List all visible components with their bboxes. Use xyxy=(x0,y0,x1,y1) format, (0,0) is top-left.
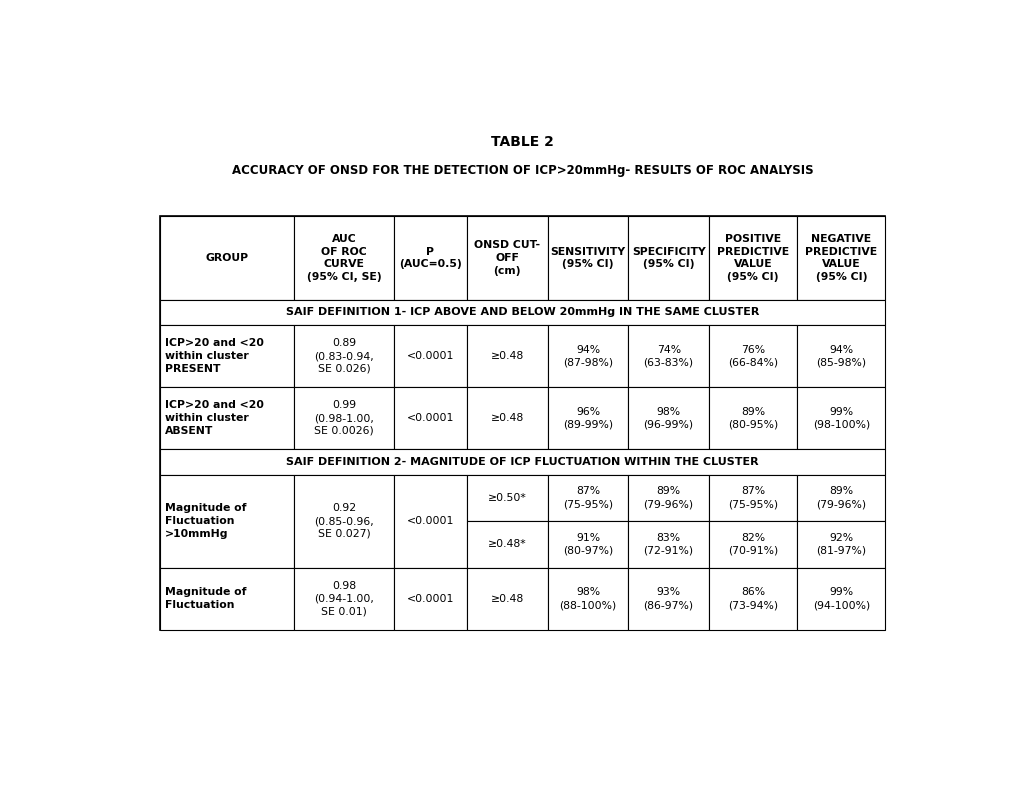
Text: 86%
(73-94%): 86% (73-94%) xyxy=(728,587,777,610)
Bar xyxy=(160,449,884,474)
Bar xyxy=(294,216,393,299)
Bar xyxy=(797,325,884,387)
Bar xyxy=(160,216,294,299)
Bar xyxy=(547,521,628,567)
Bar xyxy=(797,567,884,630)
Text: SPECIFICITY
(95% CI): SPECIFICITY (95% CI) xyxy=(631,247,705,269)
Bar xyxy=(708,521,797,567)
Text: 91%
(80-97%): 91% (80-97%) xyxy=(562,533,612,556)
Bar xyxy=(547,325,628,387)
Text: P
(AUC=0.5): P (AUC=0.5) xyxy=(398,247,462,269)
Text: 0.98
(0.94-1.00,
SE 0.01): 0.98 (0.94-1.00, SE 0.01) xyxy=(314,581,374,616)
Bar xyxy=(628,521,708,567)
Text: SAIF DEFINITION 1- ICP ABOVE AND BELOW 20mmHg IN THE SAME CLUSTER: SAIF DEFINITION 1- ICP ABOVE AND BELOW 2… xyxy=(285,307,759,318)
Text: ≥0.48: ≥0.48 xyxy=(490,593,524,604)
Text: 82%
(70-91%): 82% (70-91%) xyxy=(728,533,777,556)
Text: 89%
(79-96%): 89% (79-96%) xyxy=(815,486,865,509)
Bar xyxy=(393,325,467,387)
Text: 99%
(98-100%): 99% (98-100%) xyxy=(812,407,869,429)
Text: 94%
(87-98%): 94% (87-98%) xyxy=(562,344,612,367)
Text: SENSITIVITY
(95% CI): SENSITIVITY (95% CI) xyxy=(550,247,625,269)
Bar xyxy=(628,325,708,387)
Bar xyxy=(628,567,708,630)
Text: ICP>20 and <20
within cluster
PRESENT: ICP>20 and <20 within cluster PRESENT xyxy=(164,338,263,374)
Text: 99%
(94-100%): 99% (94-100%) xyxy=(812,587,869,610)
Text: POSITIVE
PREDICTIVE
VALUE
(95% CI): POSITIVE PREDICTIVE VALUE (95% CI) xyxy=(716,234,789,282)
Bar xyxy=(797,216,884,299)
Text: ONSD CUT-
OFF
(cm): ONSD CUT- OFF (cm) xyxy=(474,240,540,276)
Bar xyxy=(467,567,547,630)
Bar xyxy=(628,474,708,521)
Bar xyxy=(797,474,884,521)
Bar xyxy=(708,325,797,387)
Bar xyxy=(160,474,294,567)
Text: 0.99
(0.98-1.00,
SE 0.0026): 0.99 (0.98-1.00, SE 0.0026) xyxy=(314,400,374,436)
Text: <0.0001: <0.0001 xyxy=(407,593,453,604)
Bar xyxy=(160,325,294,387)
Bar xyxy=(628,387,708,449)
Bar xyxy=(467,474,547,521)
Bar xyxy=(294,474,393,567)
Bar xyxy=(708,567,797,630)
Bar xyxy=(547,474,628,521)
Bar xyxy=(160,567,294,630)
Text: ≥0.48: ≥0.48 xyxy=(490,351,524,361)
Bar xyxy=(294,567,393,630)
Text: Magnitude of
Fluctuation: Magnitude of Fluctuation xyxy=(164,587,246,610)
Text: GROUP: GROUP xyxy=(206,253,249,263)
Bar xyxy=(393,474,467,567)
Bar xyxy=(393,567,467,630)
Bar xyxy=(547,567,628,630)
Text: 87%
(75-95%): 87% (75-95%) xyxy=(728,486,777,509)
Bar xyxy=(393,387,467,449)
Text: ≥0.48: ≥0.48 xyxy=(490,413,524,423)
Text: 76%
(66-84%): 76% (66-84%) xyxy=(728,344,777,367)
Text: 74%
(63-83%): 74% (63-83%) xyxy=(643,344,693,367)
Text: 98%
(96-99%): 98% (96-99%) xyxy=(643,407,693,429)
Text: 89%
(79-96%): 89% (79-96%) xyxy=(643,486,693,509)
Bar xyxy=(547,387,628,449)
Bar xyxy=(467,325,547,387)
Text: SAIF DEFINITION 2- MAGNITUDE OF ICP FLUCTUATION WITHIN THE CLUSTER: SAIF DEFINITION 2- MAGNITUDE OF ICP FLUC… xyxy=(286,457,758,466)
Bar xyxy=(160,299,884,325)
Bar xyxy=(294,325,393,387)
Text: 98%
(88-100%): 98% (88-100%) xyxy=(558,587,616,610)
Text: <0.0001: <0.0001 xyxy=(407,351,453,361)
Text: TABLE 2: TABLE 2 xyxy=(491,136,553,149)
Bar xyxy=(708,387,797,449)
Bar xyxy=(467,216,547,299)
Bar xyxy=(708,216,797,299)
Bar xyxy=(160,387,294,449)
Bar xyxy=(160,216,884,630)
Text: ≥0.48*: ≥0.48* xyxy=(487,539,526,549)
Bar xyxy=(467,387,547,449)
Bar xyxy=(797,387,884,449)
Bar xyxy=(547,216,628,299)
Bar xyxy=(393,216,467,299)
Text: 0.89
(0.83-0.94,
SE 0.026): 0.89 (0.83-0.94, SE 0.026) xyxy=(314,338,374,374)
Bar xyxy=(708,474,797,521)
Text: 92%
(81-97%): 92% (81-97%) xyxy=(815,533,865,556)
Text: NEGATIVE
PREDICTIVE
VALUE
(95% CI): NEGATIVE PREDICTIVE VALUE (95% CI) xyxy=(804,234,876,282)
Bar xyxy=(294,387,393,449)
Text: <0.0001: <0.0001 xyxy=(407,413,453,423)
Bar xyxy=(628,216,708,299)
Text: 83%
(72-91%): 83% (72-91%) xyxy=(643,533,693,556)
Text: ICP>20 and <20
within cluster
ABSENT: ICP>20 and <20 within cluster ABSENT xyxy=(164,400,263,436)
Text: 96%
(89-99%): 96% (89-99%) xyxy=(562,407,612,429)
Text: ≥0.50*: ≥0.50* xyxy=(487,492,526,503)
Text: 87%
(75-95%): 87% (75-95%) xyxy=(562,486,612,509)
Text: AUC
OF ROC
CURVE
(95% CI, SE): AUC OF ROC CURVE (95% CI, SE) xyxy=(307,234,381,282)
Text: ACCURACY OF ONSD FOR THE DETECTION OF ICP>20mmHg- RESULTS OF ROC ANALYSIS: ACCURACY OF ONSD FOR THE DETECTION OF IC… xyxy=(231,164,813,177)
Text: 93%
(86-97%): 93% (86-97%) xyxy=(643,587,693,610)
Text: 0.92
(0.85-0.96,
SE 0.027): 0.92 (0.85-0.96, SE 0.027) xyxy=(314,504,374,539)
Text: <0.0001: <0.0001 xyxy=(407,516,453,526)
Text: 89%
(80-95%): 89% (80-95%) xyxy=(728,407,777,429)
Bar xyxy=(797,521,884,567)
Bar xyxy=(467,521,547,567)
Text: Magnitude of
Fluctuation
>10mmHg: Magnitude of Fluctuation >10mmHg xyxy=(164,504,246,539)
Text: 94%
(85-98%): 94% (85-98%) xyxy=(815,344,865,367)
